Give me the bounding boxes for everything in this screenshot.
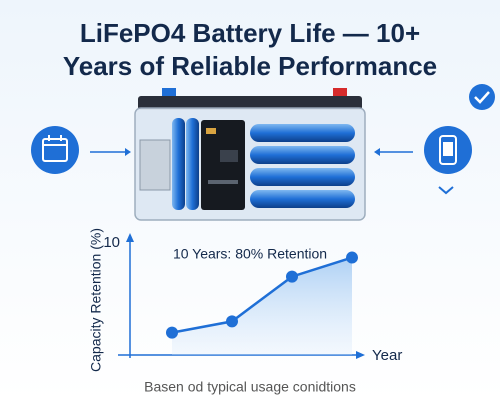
footnote: Basen od typical usage conidtions bbox=[144, 379, 356, 395]
phone-icon bbox=[424, 126, 472, 174]
x-axis-label: Year bbox=[372, 347, 402, 364]
arrow-head bbox=[374, 148, 380, 156]
title-line: LiFePO4 Battery Life — 10+ bbox=[80, 18, 420, 48]
arrow-head bbox=[126, 233, 134, 242]
y-axis-label: Capacity Retention (%) bbox=[88, 228, 104, 372]
point bbox=[226, 315, 238, 328]
arrow-head bbox=[125, 148, 131, 156]
point bbox=[346, 251, 358, 264]
arrow-head bbox=[356, 351, 365, 359]
area bbox=[172, 257, 352, 355]
y-tick-label: 10 bbox=[103, 234, 120, 251]
battery-illustration bbox=[134, 88, 366, 221]
point bbox=[166, 326, 178, 339]
point bbox=[286, 270, 298, 283]
title-line: Years of Reliable Performance bbox=[63, 51, 437, 81]
chevron bbox=[438, 186, 454, 195]
check-badge bbox=[469, 84, 495, 110]
annotation: 10 Years: 80% Retention bbox=[173, 246, 327, 262]
line bbox=[171, 256, 353, 334]
calendar-icon bbox=[31, 126, 79, 174]
